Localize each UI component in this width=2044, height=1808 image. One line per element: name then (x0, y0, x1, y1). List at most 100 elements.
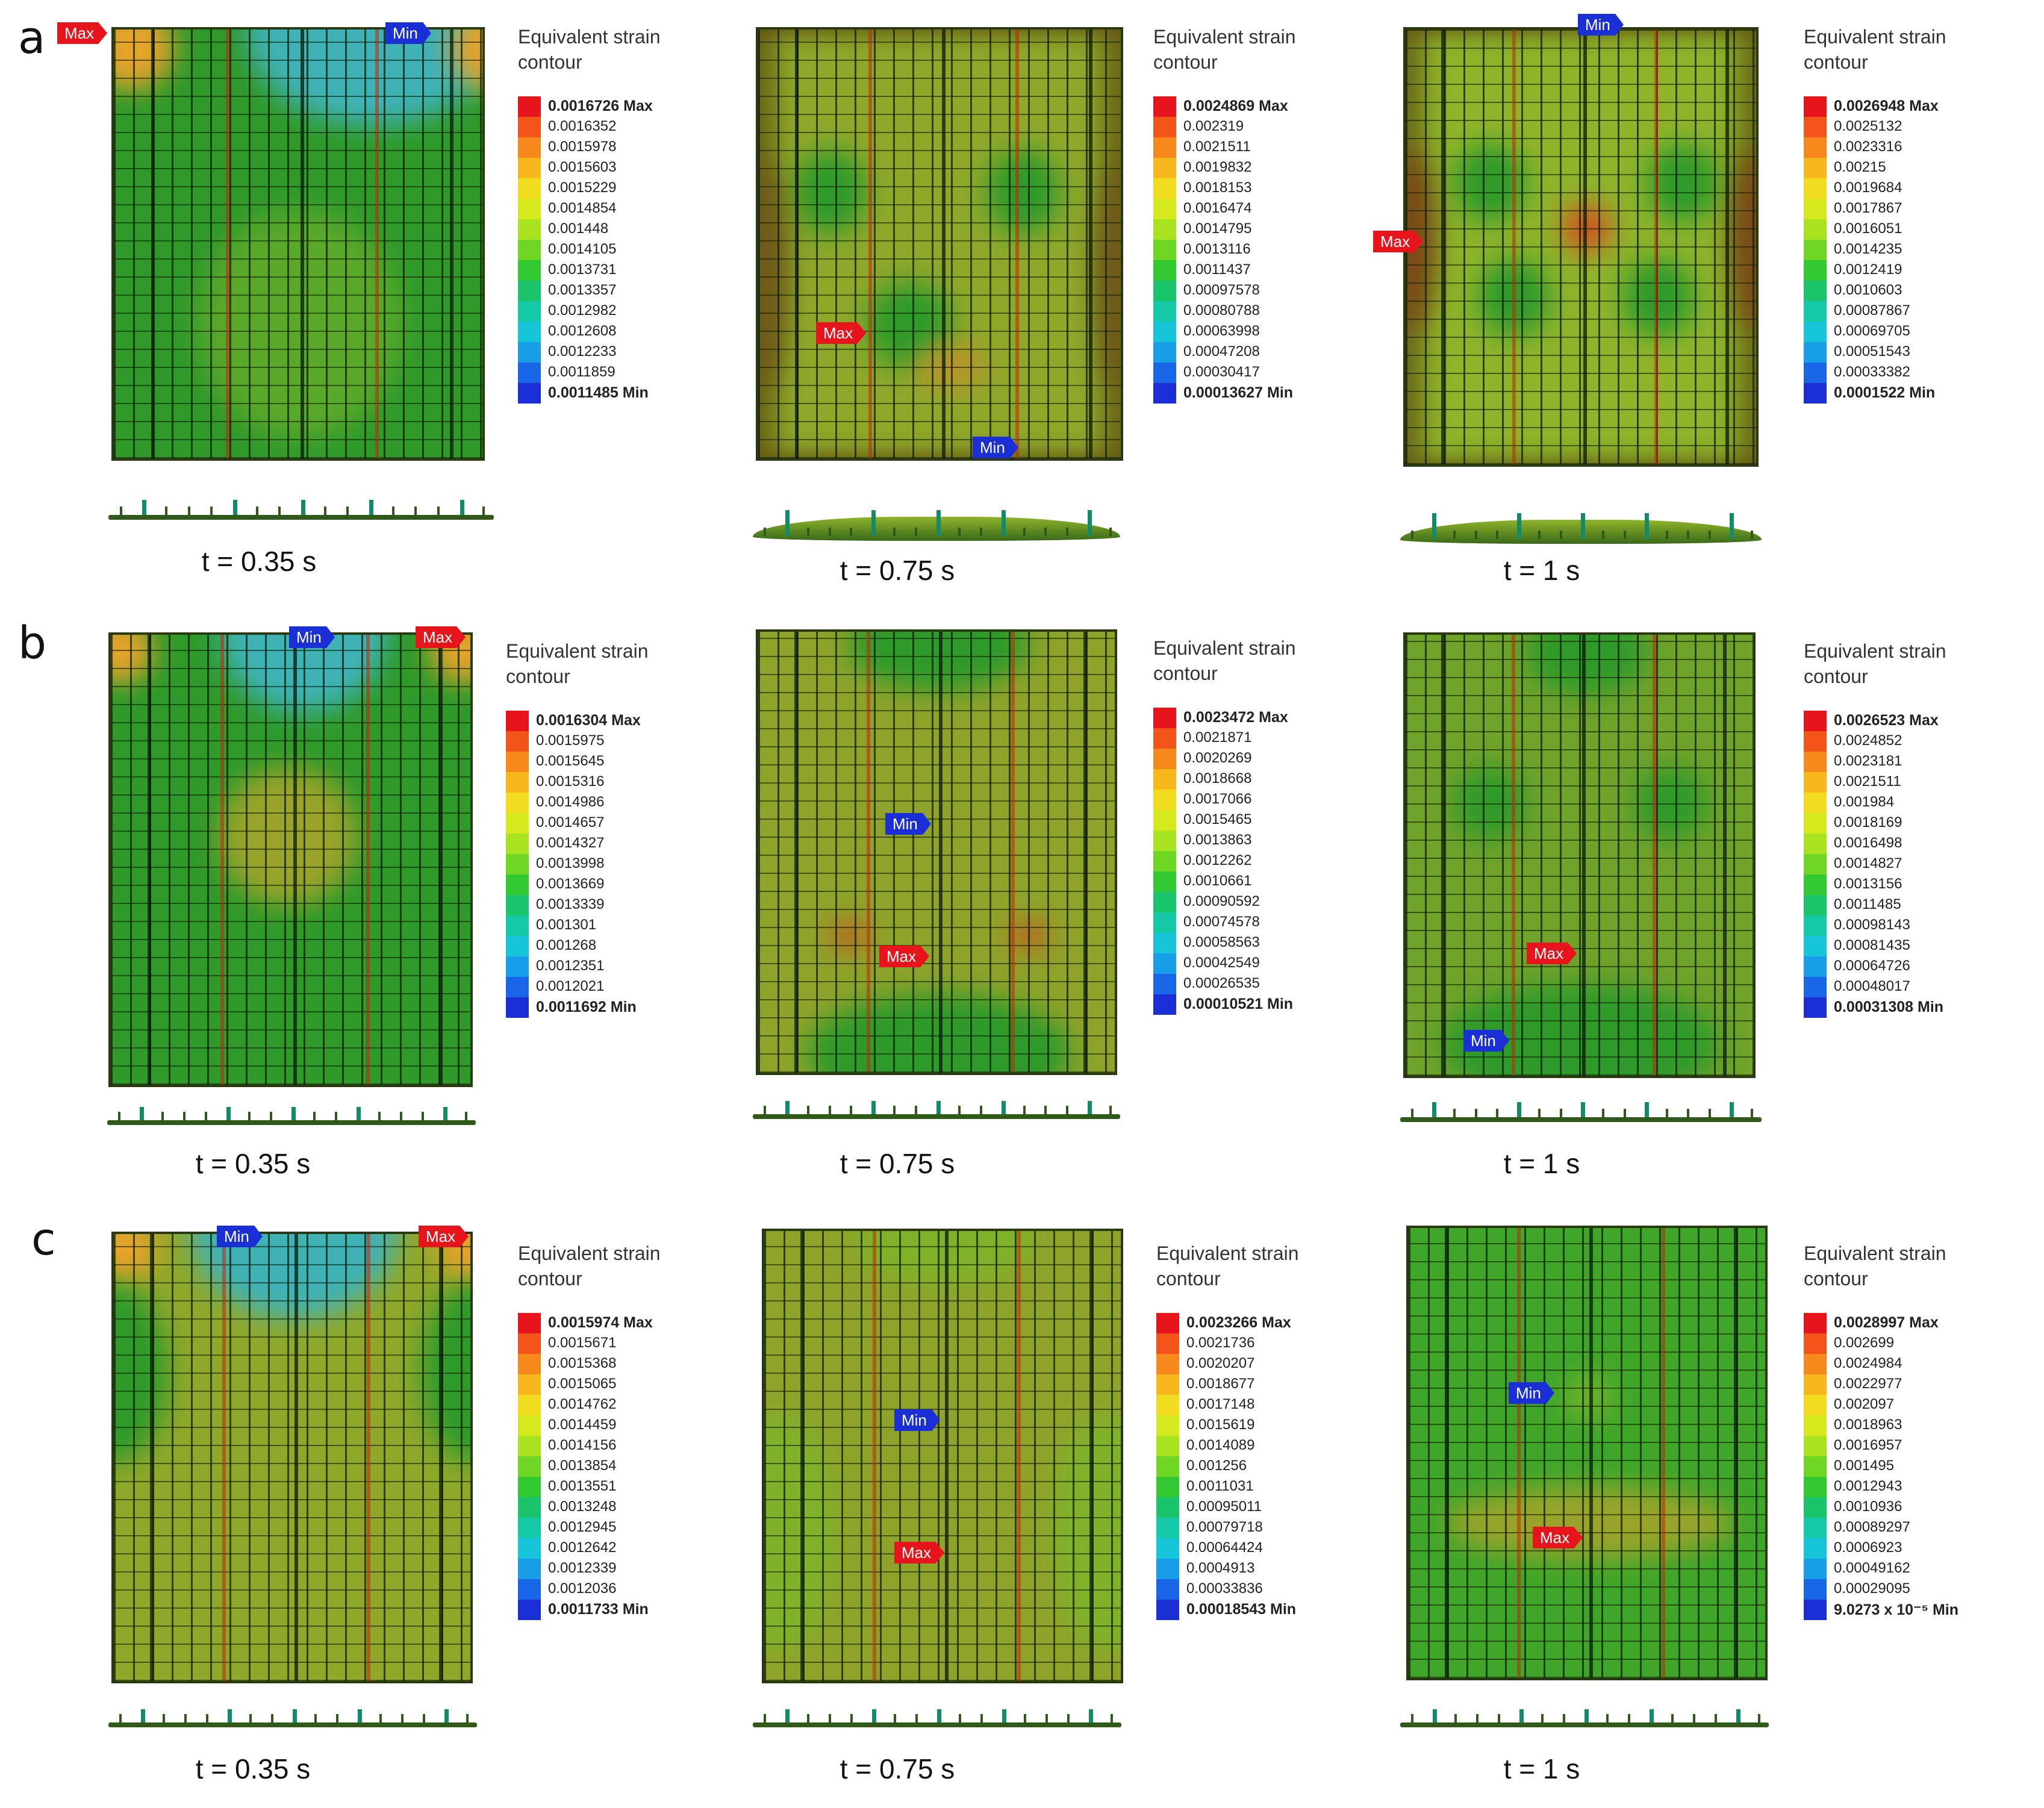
legend-color-swatch (1804, 178, 1827, 199)
stiffener-line (800, 1231, 804, 1681)
stiffener-rib (140, 1106, 144, 1120)
legend-color-swatch (1153, 178, 1176, 199)
legend-value: 0.0024984 (1834, 1355, 1902, 1371)
legend-color-swatch (1153, 851, 1176, 871)
legend-value: 0.00029095 (1834, 1580, 1910, 1597)
legend-value: 0.00095011 (1186, 1498, 1262, 1515)
legend-value: 0.0026523 Max (1834, 712, 1939, 729)
hot-stiffener-line (366, 635, 370, 1085)
legend-value: 0.0011485 (1834, 896, 1901, 912)
stiffener-rib (1581, 513, 1585, 539)
hot-stiffener-line (873, 1231, 876, 1681)
legend-value: 0.00033382 (1834, 364, 1910, 380)
section-tick (806, 528, 809, 536)
legend-color-swatch (518, 1436, 541, 1456)
legend-color-swatch (1804, 936, 1827, 956)
legend-value: 0.00080788 (1183, 302, 1260, 319)
legend-color-swatch (518, 240, 541, 260)
section-tick (466, 1714, 469, 1722)
legend-color-swatch (518, 1497, 541, 1518)
section-tick (828, 528, 831, 536)
legend-value: 0.0012262 (1183, 852, 1252, 868)
section-tick (915, 528, 918, 536)
contour-plate (756, 27, 1123, 461)
stiffener-line (1589, 1228, 1593, 1678)
mesh-grid (1406, 30, 1756, 464)
legend-color-swatch (1804, 731, 1827, 752)
row-label-c: c (31, 1214, 56, 1265)
legend-value: 0.00026535 (1183, 975, 1260, 991)
legend-color-swatch (518, 158, 541, 178)
legend-value: 0.0015974 Max (548, 1314, 653, 1331)
legend-value: 0.0023316 (1834, 139, 1902, 155)
legend-value: 0.0012036 (548, 1580, 617, 1597)
section-tick (1045, 1714, 1048, 1722)
legend-value: 0.0015978 (548, 139, 617, 155)
legend-value: 0.00030417 (1183, 364, 1260, 380)
legend-color-swatch (1804, 752, 1827, 772)
section-tick (1602, 1109, 1605, 1117)
legend-value: 0.0012351 (536, 958, 605, 974)
section-tick (806, 1106, 809, 1114)
hot-stiffener-line (1654, 30, 1658, 464)
mesh-grid (1406, 635, 1753, 1076)
legend-color-swatch (1153, 158, 1176, 178)
legend-color-swatch (1153, 769, 1176, 790)
section-tick (323, 507, 326, 515)
legend-value: 0.0013998 (536, 855, 605, 871)
legend-value: 0.001256 (1186, 1457, 1247, 1474)
section-tick (1453, 531, 1456, 539)
legend-color-swatch (518, 1600, 541, 1620)
section-base (107, 1120, 476, 1125)
row-label-a: a (18, 12, 46, 64)
hot-stiffener-line (226, 30, 229, 458)
section-tick (1410, 1109, 1413, 1117)
legend-value: 0.0012982 (548, 302, 617, 319)
stiffener-line (147, 635, 151, 1085)
stiffener-line (150, 1234, 154, 1681)
section-tick (206, 1714, 208, 1722)
legend-value: 0.0015645 (536, 753, 605, 769)
legend-color-swatch (518, 1456, 541, 1477)
legend-value: 0.0021871 (1183, 729, 1252, 746)
legend-value: 0.0023472 Max (1183, 709, 1288, 726)
legend-color-swatch (1804, 1313, 1827, 1333)
legend-value: 0.0020207 (1186, 1355, 1255, 1371)
legend-color-swatch (1153, 912, 1176, 933)
legend-color-swatch (1804, 1477, 1827, 1497)
legend-color-swatch (1156, 1538, 1179, 1559)
legend-value: 0.0014459 (548, 1417, 617, 1433)
stiffener-rib (226, 1106, 231, 1120)
time-label: t = 0.75 s (840, 555, 955, 586)
legend-color-swatch (518, 1415, 541, 1436)
legend-color-swatch (518, 1313, 541, 1333)
section-tick (850, 1714, 853, 1722)
legend-color-swatch (1153, 363, 1176, 383)
legend-color-swatch (1153, 953, 1176, 974)
section-tick (400, 1112, 402, 1120)
stiffener-rib (1088, 510, 1092, 536)
legend-color-swatch (1156, 1518, 1179, 1538)
legend-value: 0.00063998 (1183, 323, 1260, 339)
legend-value: 0.00215 (1834, 159, 1886, 175)
section-tick (763, 1106, 766, 1114)
max-marker: Max (816, 322, 867, 344)
legend-value: 0.00033836 (1186, 1580, 1263, 1597)
stiffener-rib (1581, 1102, 1585, 1117)
legend-value: 0.00089297 (1834, 1519, 1910, 1535)
section-tick (1495, 1109, 1498, 1117)
legend-value: 0.0012021 (536, 978, 605, 994)
legend-color-swatch (518, 96, 541, 117)
time-label: t = 0.75 s (840, 1753, 955, 1785)
section-tick (1708, 1109, 1711, 1117)
min-marker: Min (217, 1226, 263, 1247)
section-tick (1758, 1714, 1760, 1722)
legend-color-swatch (1156, 1600, 1179, 1620)
section-tick (161, 1112, 164, 1120)
cross-section-view (108, 494, 494, 527)
legend-value: 0.0014156 (548, 1437, 617, 1453)
stiffener-rib (1519, 1709, 1524, 1722)
contour-plate (111, 27, 485, 461)
legend-value: 0.00031308 Min (1834, 999, 1944, 1015)
legend-value: 0.0012945 (548, 1519, 617, 1535)
